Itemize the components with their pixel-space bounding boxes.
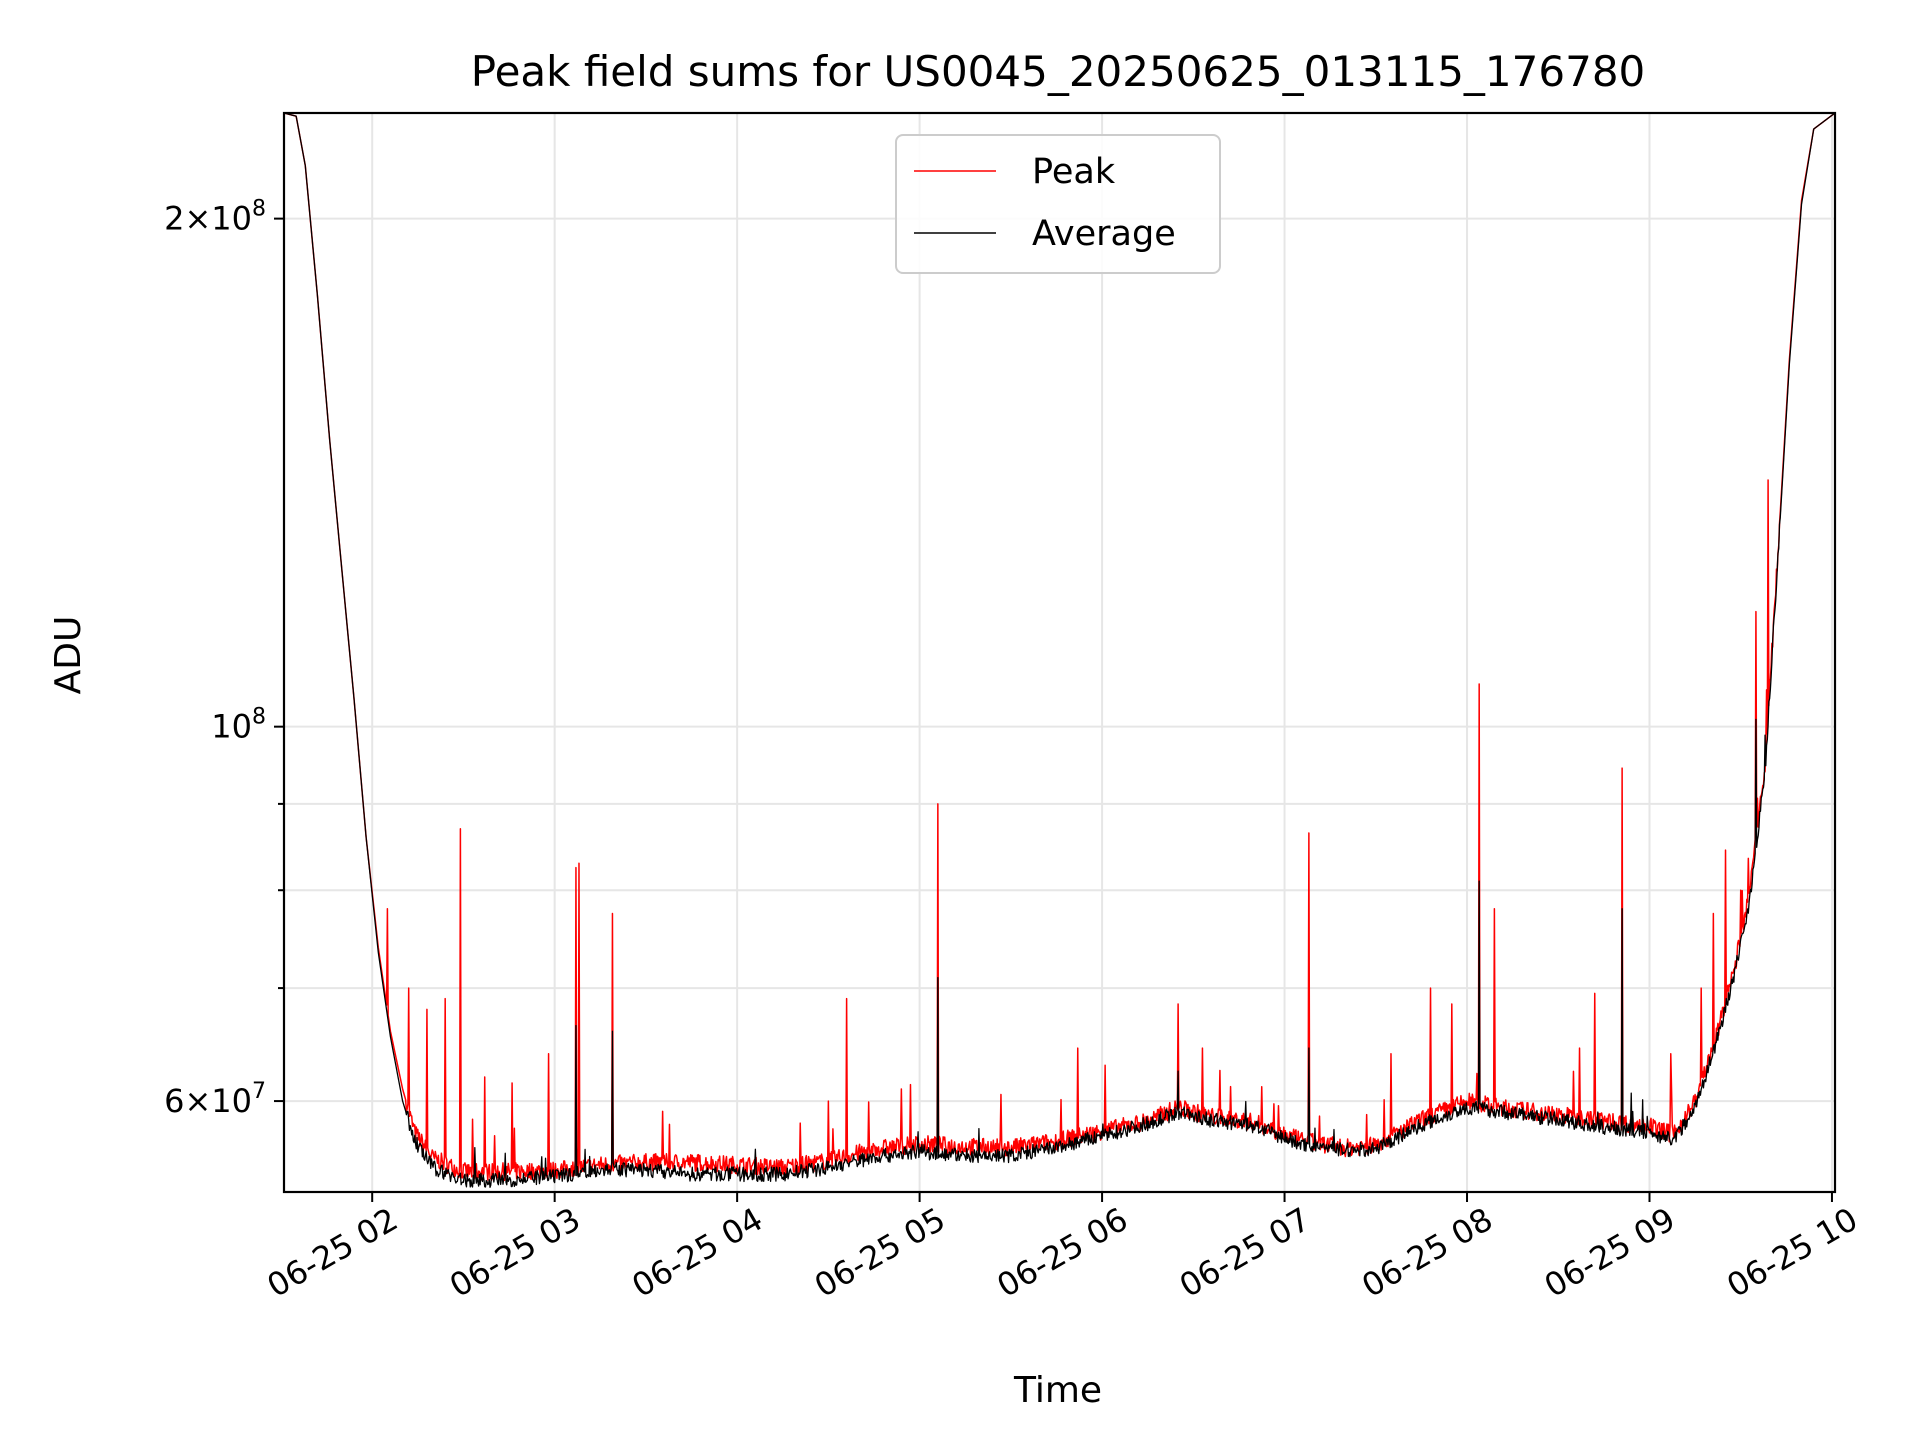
x-tick-label: 06-25 06 xyxy=(990,1200,1134,1305)
x-tick-label: 06-25 08 xyxy=(1355,1200,1499,1305)
x-axis-label: Time xyxy=(1013,1370,1102,1411)
plot-frame xyxy=(282,111,1837,1194)
legend-label-peak: Peak xyxy=(1032,152,1116,192)
grid xyxy=(284,113,1835,1192)
x-tick-label: 06-25 03 xyxy=(443,1200,587,1305)
legend: Peak Average xyxy=(895,134,1221,274)
series-line-average xyxy=(283,112,1836,1188)
y-tick-label: 2×108 xyxy=(164,197,266,238)
x-tick-label: 06-25 04 xyxy=(626,1200,770,1305)
legend-label-average: Average xyxy=(1032,214,1176,254)
y-axis-label: ADU xyxy=(48,616,89,695)
series-average xyxy=(283,112,1836,1188)
y-tick-label: 6×107 xyxy=(164,1079,266,1120)
legend-box xyxy=(895,134,1221,274)
series-group xyxy=(283,112,1836,1188)
x-tick-label: 06-25 10 xyxy=(1720,1200,1864,1305)
x-tick-label: 06-25 09 xyxy=(1538,1200,1682,1305)
chart-title: Peak field sums for US0045_20250625_0131… xyxy=(471,47,1646,96)
x-tick-label: 06-25 02 xyxy=(261,1200,405,1305)
x-tick-label: 06-25 07 xyxy=(1173,1200,1317,1305)
x-tick-label: 06-25 05 xyxy=(808,1200,952,1305)
y-tick-label: 108 xyxy=(211,705,266,746)
